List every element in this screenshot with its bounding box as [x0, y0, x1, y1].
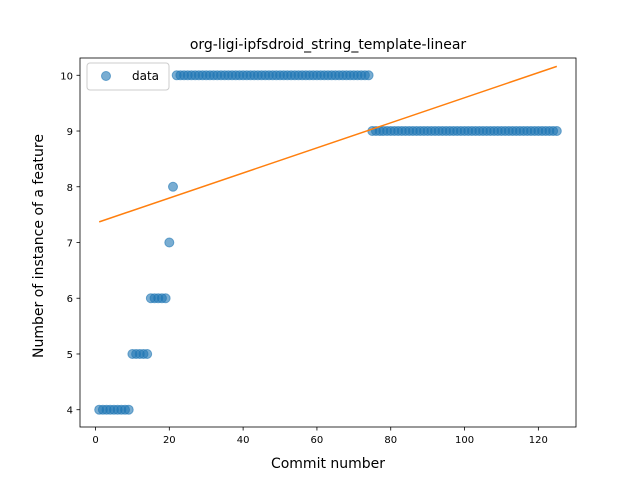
x-tick-label: 120: [529, 435, 548, 446]
data-point: [142, 348, 153, 359]
y-tick-label: 9: [67, 127, 73, 138]
data-point: [168, 181, 178, 192]
x-tick-label: 40: [237, 435, 250, 446]
x-tick-label: 20: [163, 435, 176, 446]
data-point: [160, 293, 171, 304]
data-point: [164, 237, 175, 248]
plot-area: [94, 65, 562, 415]
legend-marker: [101, 71, 111, 81]
y-tick-label: 4: [67, 406, 73, 417]
data-point: [363, 70, 374, 81]
legend-box: [86, 62, 170, 91]
y-axis-label: Number of instance of a feature: [31, 134, 47, 358]
legend: data: [86, 62, 170, 91]
x-axis-label: Commit number: [271, 456, 385, 472]
y-tick-label: 10: [60, 71, 73, 82]
chart-title: org-ligi-ipfsdroid_string_template-linea…: [190, 37, 467, 53]
data-point: [551, 126, 562, 137]
y-tick-label: 8: [67, 183, 73, 194]
x-tick-label: 60: [311, 435, 324, 446]
data-point: [123, 404, 134, 415]
y-tick-label: 6: [67, 294, 73, 305]
y-tick-label: 7: [67, 239, 73, 250]
x-tick-label: 0: [92, 435, 98, 446]
y-tick-label: 5: [67, 350, 73, 361]
x-tick-label: 80: [384, 435, 397, 446]
x-tick-label: 100: [455, 435, 474, 446]
legend-label: data: [132, 69, 159, 83]
axes: 0 20 40 60 80 100 120 4 5 6 7 8 9 10: [60, 57, 577, 446]
fit-line: [98, 65, 558, 223]
